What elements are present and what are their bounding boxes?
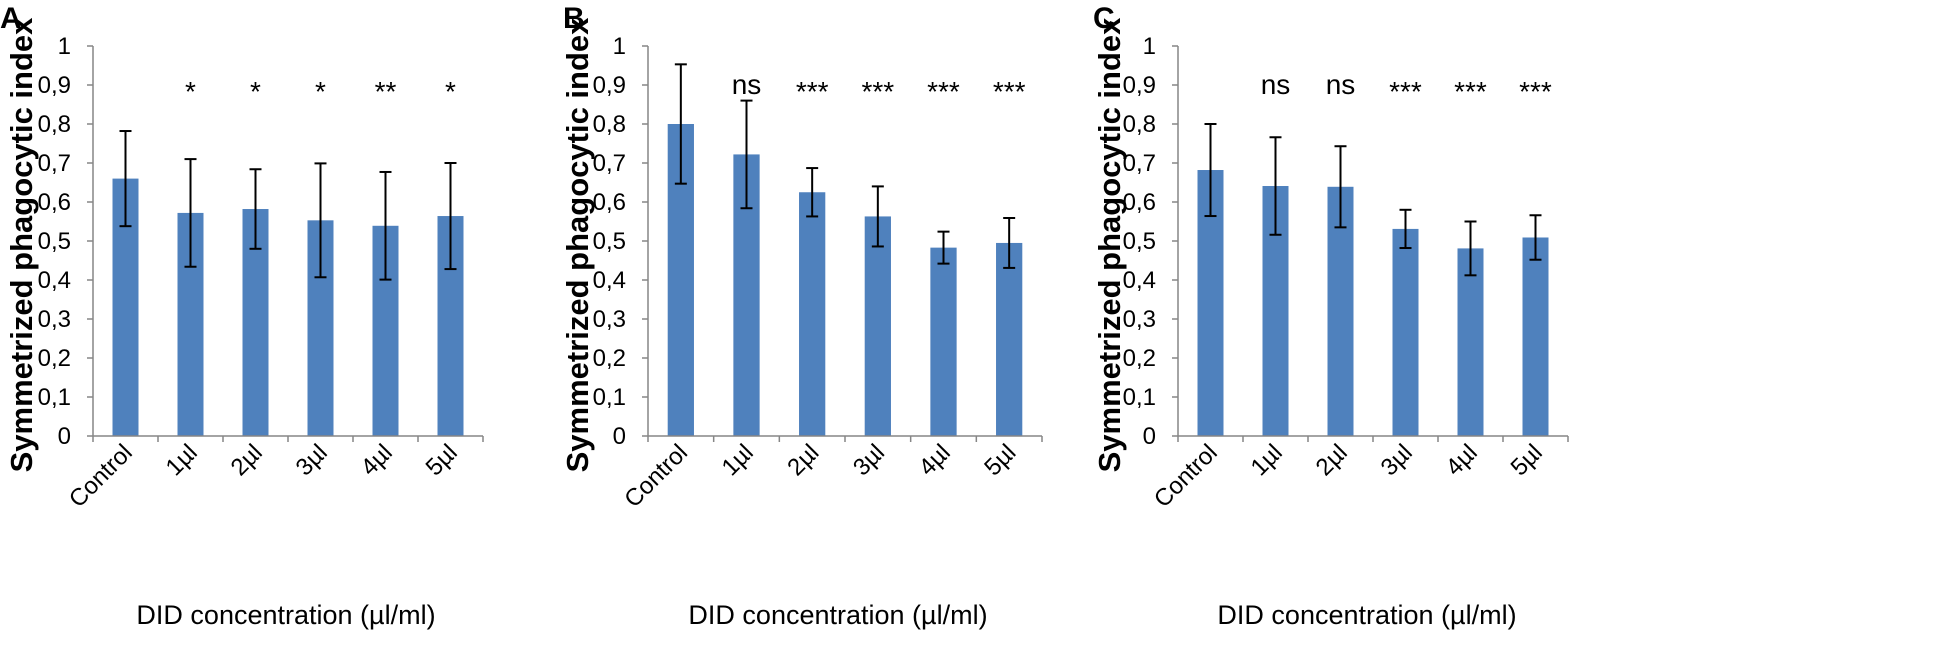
y-tick-label: 0,1	[38, 384, 71, 411]
y-axis-label: Symmetrized phagocytic index	[4, 17, 39, 473]
significance-label-3: *	[250, 76, 261, 107]
x-tick-label-5: 4µl	[1441, 439, 1483, 481]
bar-6	[996, 242, 1023, 436]
x-tick-label-6: 5µl	[979, 439, 1021, 481]
significance-label-4: ***	[861, 76, 894, 107]
x-tick-label-4: 3µl	[1376, 439, 1418, 481]
x-tick-label-2: 1µl	[1246, 439, 1288, 481]
y-tick-label: 0,8	[38, 111, 71, 138]
significance-label-3: ns	[1326, 69, 1356, 100]
significance-label-6: *	[445, 76, 456, 107]
bar-4	[864, 216, 891, 436]
y-tick-label: 0,6	[38, 189, 71, 216]
y-tick-label: 0,3	[38, 306, 71, 333]
y-tick-label: 0,7	[38, 150, 71, 177]
y-tick-label: 0	[58, 423, 71, 450]
x-tick-label-3: 2µl	[782, 439, 824, 481]
panel-label: A	[0, 2, 22, 35]
y-tick-label: 0,5	[1123, 228, 1156, 255]
significance-label-6: ***	[993, 76, 1026, 107]
y-tick-label: 1	[58, 33, 71, 60]
y-tick-label: 0,5	[38, 228, 71, 255]
y-tick-label: 0,6	[593, 189, 626, 216]
panel-label: B	[563, 2, 585, 35]
x-tick-label-5: 4µl	[914, 439, 956, 481]
x-tick-label-6: 5µl	[421, 439, 463, 481]
x-axis-label: DID concentration (µl/ml)	[1217, 600, 1516, 630]
x-axis-label: DID concentration (µl/ml)	[136, 600, 435, 630]
x-tick-label-5: 4µl	[356, 439, 398, 481]
y-tick-label: 0,1	[1123, 384, 1156, 411]
significance-label-4: ***	[1389, 76, 1422, 107]
y-axis-label: Symmetrized phagocytic index	[560, 17, 595, 473]
bar-5	[1457, 248, 1484, 436]
y-tick-label: 1	[613, 33, 626, 60]
y-axis-label: Symmetrized phagocytic index	[1092, 17, 1127, 473]
y-tick-label: 0,4	[593, 267, 626, 294]
y-tick-label: 0,9	[593, 72, 626, 99]
bar-5	[930, 247, 957, 436]
y-tick-label: 0,4	[38, 267, 71, 294]
x-tick-label-1: Control	[64, 439, 138, 513]
y-tick-label: 0,2	[38, 345, 71, 372]
y-tick-label: 0,1	[593, 384, 626, 411]
y-tick-label: 0,2	[1123, 345, 1156, 372]
x-tick-label-2: 1µl	[161, 439, 203, 481]
x-axis-label: DID concentration (µl/ml)	[688, 600, 987, 630]
x-tick-label-1: Control	[1149, 439, 1223, 513]
x-tick-label-1: Control	[619, 439, 693, 513]
y-tick-label: 0	[613, 423, 626, 450]
y-tick-label: 0,5	[593, 228, 626, 255]
significance-label-5: **	[375, 76, 397, 107]
x-tick-label-6: 5µl	[1506, 439, 1548, 481]
y-tick-label: 0	[1143, 423, 1156, 450]
x-tick-label-2: 1µl	[717, 439, 759, 481]
bar-3	[799, 192, 826, 436]
y-tick-label: 0,8	[1123, 111, 1156, 138]
significance-label-5: ***	[1454, 76, 1487, 107]
x-tick-label-4: 3µl	[291, 439, 333, 481]
y-tick-label: 1	[1143, 33, 1156, 60]
x-tick-label-4: 3µl	[848, 439, 890, 481]
y-tick-label: 0,4	[1123, 267, 1156, 294]
y-tick-label: 0,2	[593, 345, 626, 372]
significance-label-2: *	[185, 76, 196, 107]
significance-label-6: ***	[1519, 76, 1552, 107]
y-tick-label: 0,3	[1123, 306, 1156, 333]
significance-label-5: ***	[927, 76, 960, 107]
bar-6	[1522, 237, 1549, 436]
significance-label-4: *	[315, 76, 326, 107]
y-tick-label: 0,6	[1123, 189, 1156, 216]
significance-label-2: ns	[732, 69, 762, 100]
y-tick-label: 0,3	[593, 306, 626, 333]
y-tick-label: 0,8	[593, 111, 626, 138]
x-tick-label-3: 2µl	[226, 439, 268, 481]
y-tick-label: 0,9	[1123, 72, 1156, 99]
x-tick-label-3: 2µl	[1311, 439, 1353, 481]
significance-label-2: ns	[1261, 69, 1291, 100]
bar-4	[1392, 228, 1419, 436]
y-tick-label: 0,9	[38, 72, 71, 99]
y-tick-label: 0,7	[1123, 150, 1156, 177]
y-tick-label: 0,7	[593, 150, 626, 177]
significance-label-3: ***	[796, 76, 829, 107]
panel-label: C	[1093, 2, 1115, 35]
